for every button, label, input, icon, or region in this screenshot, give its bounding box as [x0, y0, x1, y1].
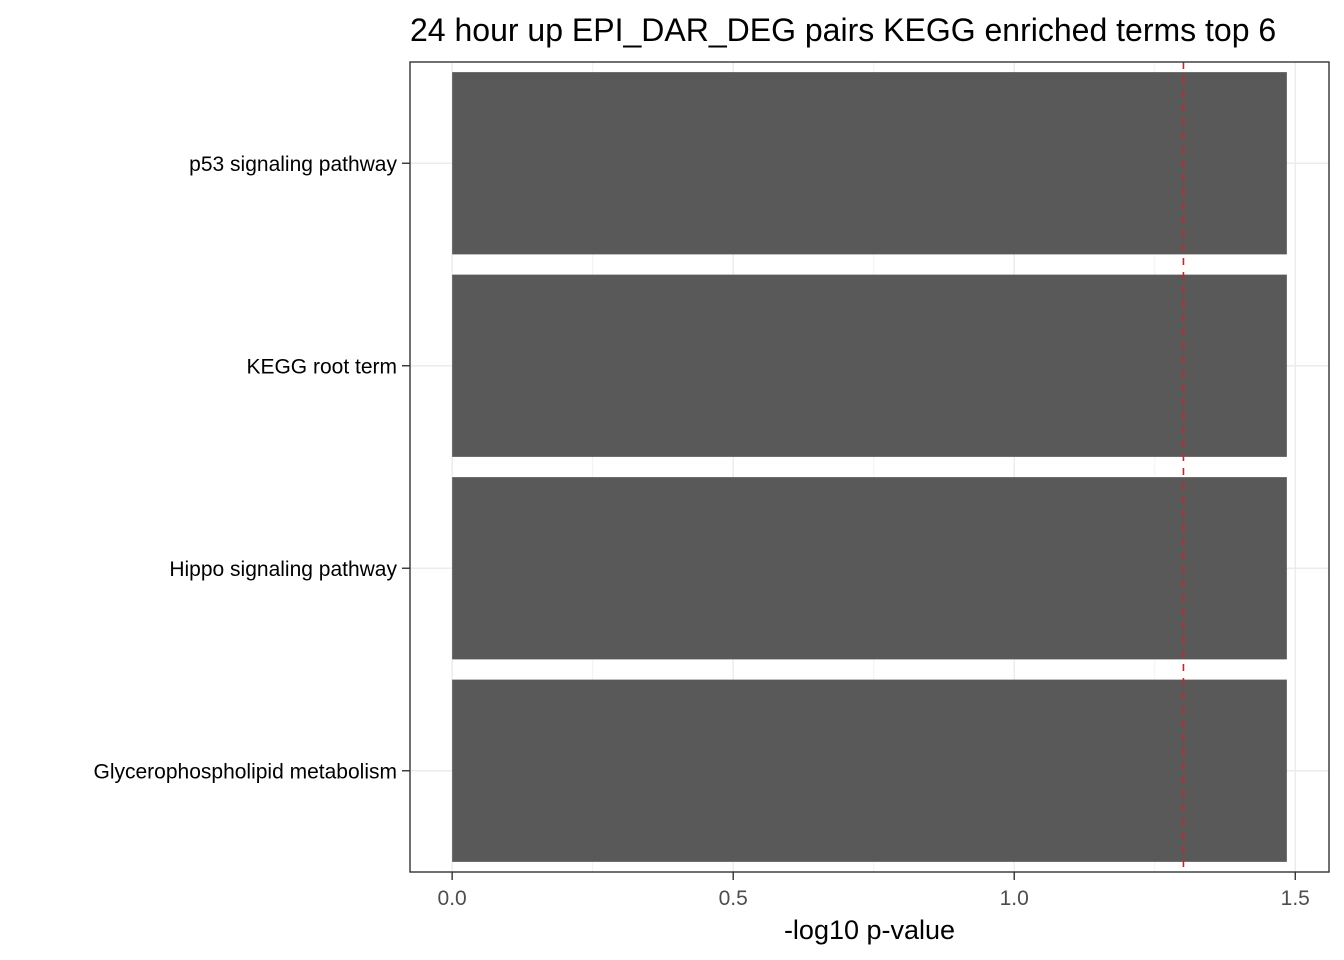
bar-glycerophospholipid-metabolism	[452, 679, 1287, 862]
y-tick-label: p53 signaling pathway	[189, 153, 397, 176]
y-axis: p53 signaling pathway KEGG root term Hippo…	[94, 153, 410, 783]
y-tick-label: Hippo signaling pathway	[169, 558, 397, 581]
bar-kegg-root-term	[452, 274, 1287, 457]
bar-p53-signaling-pathway	[452, 72, 1287, 255]
x-tick-label: 0.5	[719, 887, 748, 910]
y-tick-label: Glycerophospholipid metabolism	[94, 760, 398, 783]
x-tick-label: 1.5	[1281, 887, 1310, 910]
x-tick-label: 1.0	[1000, 887, 1029, 910]
chart-title: 24 hour up EPI_DAR_DEG pairs KEGG enrich…	[410, 12, 1276, 48]
bar-hippo-signaling-pathway	[452, 477, 1287, 660]
x-axis-title: -log10 p-value	[784, 915, 955, 945]
bars	[452, 72, 1287, 862]
plot-panel-border	[409, 61, 1330, 873]
x-tick-label: 0.0	[438, 887, 467, 910]
x-axis: 0.0 0.5 1.0 1.5	[438, 872, 1310, 910]
y-tick-label: KEGG root term	[246, 355, 397, 378]
